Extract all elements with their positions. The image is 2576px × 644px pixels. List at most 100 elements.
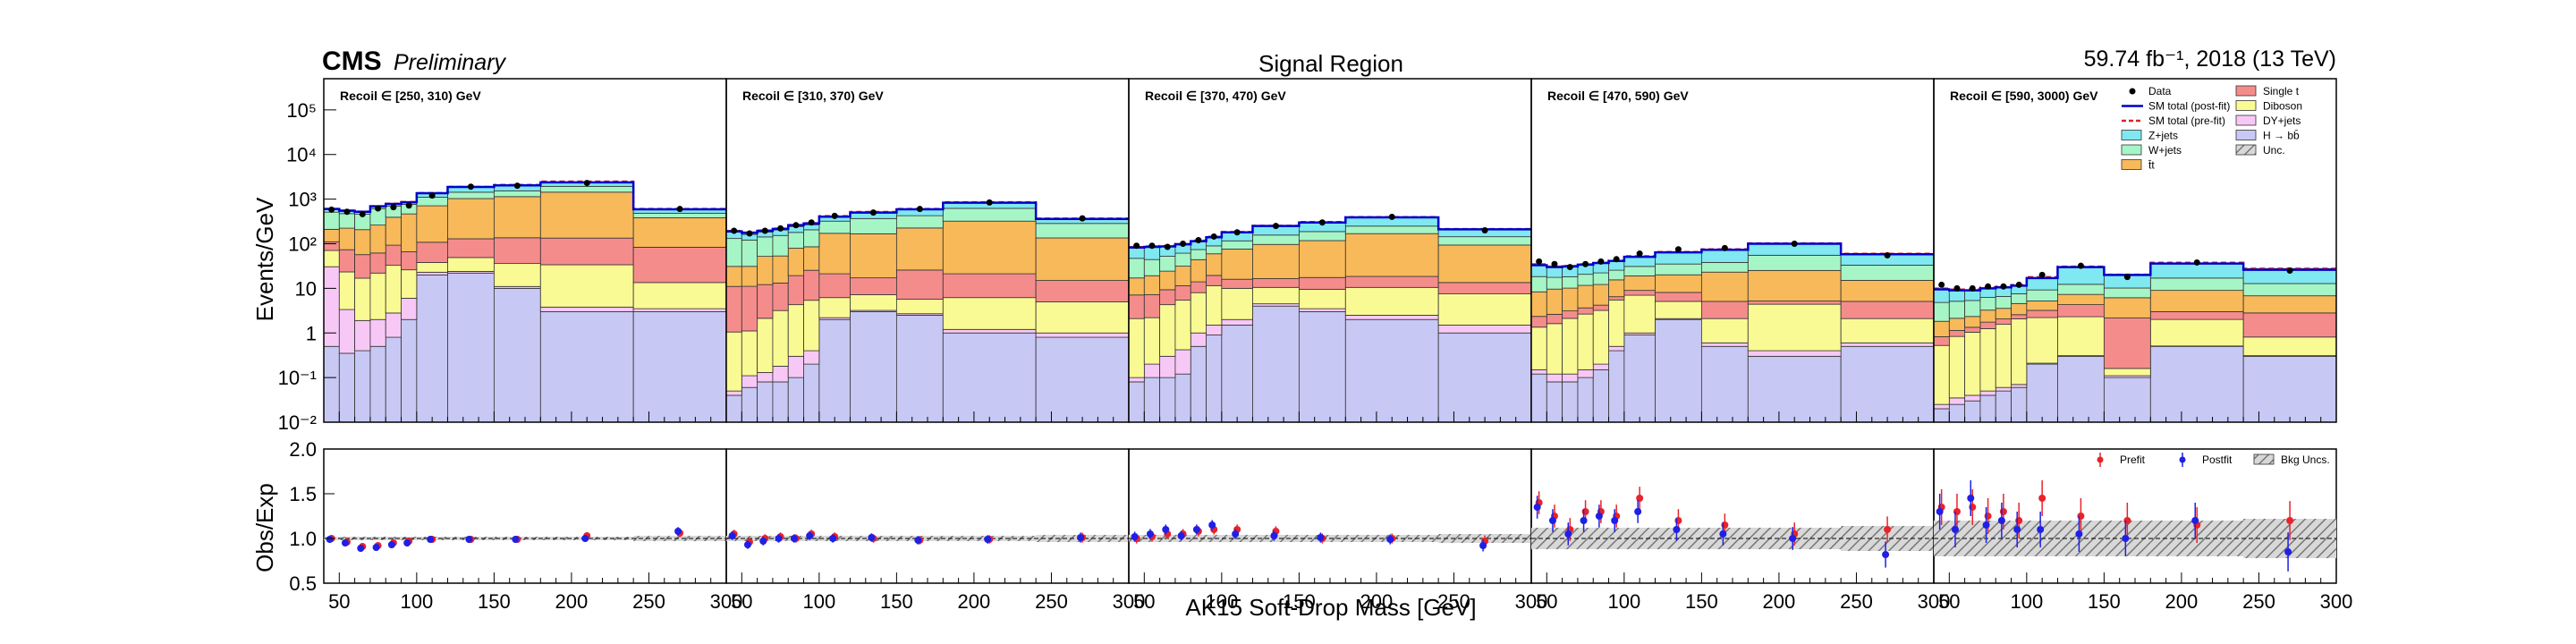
prefit-ratio-point [2123, 517, 2131, 524]
data-point [761, 227, 768, 234]
stack-bar [354, 277, 371, 321]
x-tick-label: 250 [1840, 590, 1873, 613]
y-tick-label: 10⁻¹ [278, 367, 317, 389]
data-point [390, 204, 397, 211]
data-point [1636, 250, 1643, 258]
stack-bar [2103, 287, 2151, 299]
stack-bar [2149, 290, 2244, 312]
stack-bar [632, 216, 727, 248]
stack-bar [1592, 309, 1609, 365]
stack-bar [354, 254, 371, 279]
stack-bar [1623, 294, 1656, 334]
postfit-ratio-point [1564, 530, 1572, 538]
stack-t-t [725, 220, 1130, 287]
data-point [916, 206, 923, 213]
panel-label: Recoil ∈ [370, 470) GeV [1145, 89, 1286, 103]
stack-bar [1298, 231, 1346, 242]
stack-bar [1128, 247, 1145, 259]
stack-bar [803, 269, 820, 301]
stack-bar [1035, 336, 1130, 423]
stack-bar [1206, 335, 1223, 423]
data-point [2193, 258, 2200, 266]
stack-bar [1979, 309, 1996, 323]
stack-bar [1608, 260, 1625, 271]
prefit-ratio-point [1674, 517, 1682, 524]
prefit-ratio-point [2077, 513, 2085, 520]
panel-3: Recoil ∈ [370, 470) GeV 50 100 150 200 250 300 [1128, 78, 1547, 613]
stack-bar [1128, 277, 1145, 296]
stack-bar [369, 318, 386, 347]
stack-t-t [1530, 269, 1935, 318]
stack-bar [1623, 256, 1656, 267]
stack-bar [416, 242, 448, 263]
legend-main: Data SM total (post-fit)SM total (pre-fit… [2121, 85, 2302, 172]
stack-bar [1437, 293, 1532, 326]
stack-bar [1143, 246, 1161, 260]
stack-bar [1530, 373, 1547, 423]
stack-bar [1190, 332, 1207, 347]
data-point [1536, 258, 1543, 265]
stack-bar [1964, 316, 1981, 328]
stack-bar [1190, 281, 1207, 293]
stack-bar [1840, 345, 1935, 423]
ratio-frame [725, 448, 1130, 584]
postfit-ratio-point [1719, 530, 1727, 538]
ratio-y-tick-label: 1.0 [289, 528, 317, 550]
stack-z-jets [1530, 243, 1935, 278]
x-tick-label: 300 [1113, 590, 1146, 613]
postfit-ratio-point [465, 536, 473, 543]
stack-bar [1933, 288, 1950, 303]
data-point [1481, 226, 1488, 233]
data-point [1148, 242, 1156, 250]
legend-label: Bkg Uncs. [2281, 453, 2330, 466]
stack-bar [493, 190, 541, 198]
data-point [467, 183, 474, 191]
stack-bar [2242, 295, 2337, 314]
postfit-ratio-point [759, 538, 767, 545]
prefit-ratio-point [2015, 517, 2023, 524]
stack-bar [1577, 313, 1594, 370]
stack-bar [1700, 345, 1749, 423]
stack-bar [1840, 301, 1935, 319]
stack-bar [1700, 301, 1749, 319]
stack-bar [1608, 279, 1625, 298]
stack-bar [1252, 234, 1300, 245]
stack-bar [757, 372, 774, 383]
stack-bar [1174, 266, 1191, 286]
stack-bar [1174, 252, 1191, 267]
stack-bar [942, 328, 1037, 334]
legend-label: DY+jets [2263, 114, 2301, 127]
ratio-frame [323, 448, 727, 584]
stack-bar [1143, 275, 1161, 295]
stack-bar [338, 227, 356, 250]
stack-bar [1035, 332, 1130, 338]
stack-bar [385, 336, 402, 423]
stack-h-bb [1530, 318, 1935, 423]
postfit-ratio-point [1146, 530, 1154, 538]
y-tick-label: 10 [295, 277, 317, 300]
stack-bar [632, 308, 727, 312]
stack-bar [1344, 314, 1439, 320]
stack-bar [354, 350, 371, 423]
stack-bar [818, 273, 851, 299]
x-tick-label: 200 [2165, 590, 2199, 613]
data-point [676, 206, 683, 213]
panel-2: Recoil ∈ [310, 370) GeV 50 100 150 200 250 300 [725, 78, 1146, 613]
stack-bar [1979, 321, 1996, 329]
stack-bar [1655, 292, 1702, 302]
postfit-ratio-point [1936, 508, 1944, 515]
panel-label: Recoil ∈ [470, 590) GeV [1547, 89, 1689, 103]
stack-h-bb [725, 311, 1130, 423]
data-point [1079, 215, 1086, 222]
stack-bar [385, 312, 402, 338]
stack-bar [942, 332, 1037, 423]
stack-bar [1562, 373, 1579, 383]
stack-bar [1608, 269, 1625, 281]
stack-bar [741, 386, 758, 423]
postfit-ratio-point [1177, 532, 1185, 539]
stack-bar [1979, 394, 1996, 423]
postfit-ratio-point [1162, 526, 1170, 533]
postfit-ratio-point [1982, 521, 1990, 529]
stack-bar [1298, 289, 1346, 309]
stack-bar [2026, 363, 2058, 423]
